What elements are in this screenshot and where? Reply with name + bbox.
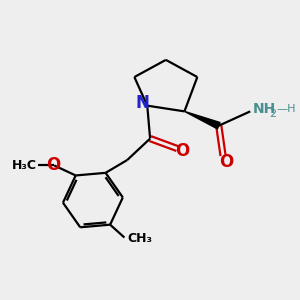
Polygon shape: [184, 111, 220, 129]
Text: NH: NH: [253, 102, 276, 116]
Text: O: O: [175, 142, 190, 160]
Text: H₃C: H₃C: [11, 159, 37, 172]
Text: 2: 2: [269, 109, 277, 119]
Text: CH₃: CH₃: [127, 232, 152, 245]
Text: —H: —H: [276, 104, 296, 114]
Text: O: O: [46, 156, 61, 174]
Text: O: O: [219, 153, 233, 171]
Text: N: N: [135, 94, 149, 112]
